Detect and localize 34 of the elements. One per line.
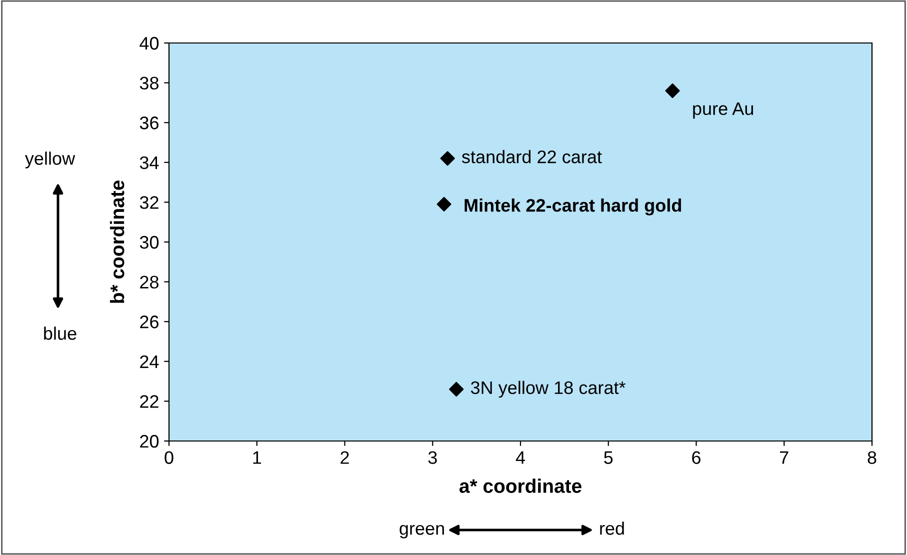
x-tick-label: 3 <box>428 451 437 464</box>
annotation: standard 22 carat <box>462 150 602 164</box>
y-axis-title: b* coordinate <box>110 180 124 303</box>
y-tick-label: 20 <box>140 434 159 448</box>
x-tick-label: 6 <box>692 451 700 464</box>
y-tick-label: 30 <box>140 236 159 249</box>
y-tick-label: 32 <box>140 196 158 209</box>
y-tick-label: 28 <box>140 276 158 289</box>
y-tick-label: 26 <box>140 316 158 328</box>
text: blue <box>44 326 76 340</box>
annotation: Mintek 22-carat hard gold <box>464 198 682 216</box>
annotation: 3N yellow 18 carat* <box>470 380 626 398</box>
x-axis-title: a* coordinate <box>459 478 582 493</box>
y-tick-label: 36 <box>140 116 158 130</box>
x-tick-label: 4 <box>516 451 525 464</box>
x-tick-label: 5 <box>604 451 613 464</box>
point <box>440 151 455 166</box>
text: red <box>600 522 624 535</box>
x-tick-label: 7 <box>780 451 788 464</box>
y-tick-label: 34 <box>140 156 159 170</box>
text: yellow <box>24 152 76 168</box>
y-tick-label: 24 <box>140 355 159 368</box>
point <box>665 83 680 98</box>
y-tick-label: 38 <box>140 76 158 90</box>
point <box>436 196 452 212</box>
point <box>449 382 464 397</box>
x-tick-label: 1 <box>253 451 262 464</box>
x-tick-label: 0 <box>164 451 174 464</box>
y-tick-label: 40 <box>140 36 159 50</box>
x-tick-label: 2 <box>340 451 349 464</box>
text: green <box>400 524 444 538</box>
y-tick-label: 22 <box>140 395 158 408</box>
annotation: pure Au <box>693 102 754 119</box>
x-tick-label: 8 <box>868 451 876 464</box>
